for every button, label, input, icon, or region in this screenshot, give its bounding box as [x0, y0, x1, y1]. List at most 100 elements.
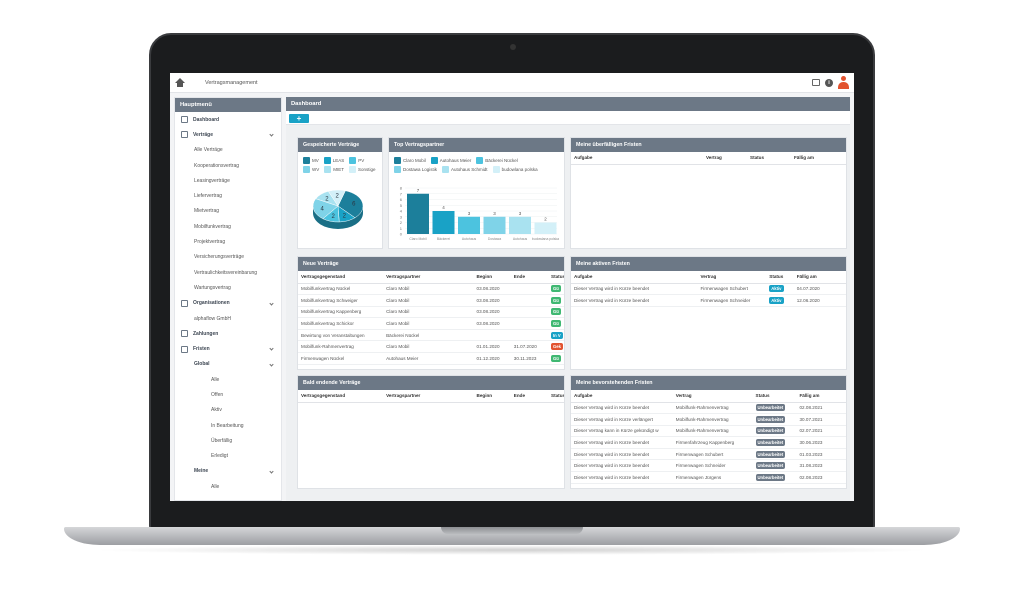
chevron-down-icon[interactable] — [269, 469, 274, 474]
legend-item[interactable]: Dostawa Logistik — [394, 166, 437, 173]
column-header[interactable]: Vertrag — [703, 152, 747, 165]
window-icon[interactable] — [812, 79, 820, 86]
sidebar-item[interactable]: alphaflow GmbH — [175, 311, 281, 326]
column-header[interactable]: Aufgabe — [571, 152, 703, 165]
column-header[interactable]: Fällig am — [793, 271, 846, 284]
column-header[interactable]: Vertrag — [697, 271, 767, 284]
table-row[interactable]: Dieser Vertrag wird in Kürze beendet Firm… — [571, 294, 846, 307]
column-header[interactable]: Status — [548, 390, 564, 403]
sidebar-item[interactable]: Liefervertrag — [175, 188, 281, 203]
table-cell: Firmenwagen Schubert — [697, 283, 767, 296]
column-header[interactable]: Vertragspartner — [383, 390, 474, 403]
sidebar-item[interactable]: Alle — [175, 479, 281, 494]
sidebar-item[interactable]: Verträge — [175, 127, 281, 142]
add-button[interactable]: + — [289, 114, 309, 123]
column-header[interactable]: Status — [747, 152, 791, 165]
sidebar-item[interactable]: Leasingverträge — [175, 173, 281, 188]
table-row[interactable]: Dieser Vertrag wird in Kürze beendet Mobi… — [571, 402, 846, 415]
bar[interactable] — [458, 216, 480, 234]
chevron-down-icon[interactable] — [269, 300, 274, 306]
sidebar-item[interactable]: Mietvertrag — [175, 204, 281, 219]
sidebar-item[interactable]: Versicherungsverträge — [175, 250, 281, 265]
y-tick-label: 2 — [400, 220, 403, 225]
user-avatar-icon[interactable] — [838, 76, 849, 89]
column-header[interactable]: Fällig am — [796, 390, 846, 403]
sidebar-item[interactable]: Global — [175, 357, 281, 372]
column-header[interactable]: Aufgabe — [571, 271, 698, 284]
table-row[interactable]: Mobilfunkvertrag Kappenberg Claro Mobil 03… — [298, 306, 564, 319]
sidebar-item[interactable]: Projektvertrag — [175, 234, 281, 249]
sidebar-item[interactable]: In Bearbeitung — [175, 418, 281, 433]
home-icon[interactable] — [175, 78, 185, 87]
legend-item[interactable]: MV — [303, 157, 319, 164]
table-row[interactable]: Dieser Vertrag wird in Kürze beendet Firm… — [571, 436, 846, 449]
sidebar-item[interactable]: Alle Verträge — [175, 143, 281, 158]
bar[interactable] — [509, 216, 531, 234]
table-row[interactable]: Firmenwagen Nückel Autohaus Meier 01.12.20… — [298, 352, 564, 365]
sidebar-item[interactable]: Vertraulichkeitsvereinbarung — [175, 265, 281, 280]
column-header[interactable]: Vertragsgegenstand — [298, 390, 384, 403]
table-row[interactable]: Mobilfunkvertrag Schickor Claro Mobil 03.0… — [298, 317, 564, 330]
column-header[interactable]: Aufgabe — [571, 390, 673, 403]
legend-item[interactable]: Autohaus Schmidt — [442, 166, 488, 173]
legend-item[interactable]: Claro Mobil — [394, 157, 426, 164]
sidebar-item[interactable]: Fristen — [175, 341, 281, 356]
table-row[interactable]: Dieser Vertrag wird in Kürze verlängert M… — [571, 413, 846, 426]
sidebar-item[interactable]: Wartungsvertrag — [175, 280, 281, 295]
legend-item[interactable]: Sonstige — [349, 166, 376, 173]
panel-title: Neue Verträge — [298, 257, 564, 271]
column-header[interactable]: Status — [752, 390, 797, 403]
sidebar-item[interactable]: Erledigt — [175, 449, 281, 464]
legend-item[interactable]: LEAS — [323, 157, 344, 164]
table-row[interactable]: Dieser Vertrag wird in Kürze beendet Firm… — [571, 471, 846, 484]
chevron-down-icon[interactable] — [269, 346, 274, 352]
sidebar-item[interactable]: Zahlungen — [175, 326, 281, 341]
sidebar-item[interactable]: Alle — [175, 372, 281, 387]
bar[interactable] — [432, 211, 455, 234]
legend-item[interactable]: MIET — [324, 166, 344, 173]
legend-item[interactable]: Autohaus Meier — [430, 157, 471, 164]
table-row[interactable]: Dieser Vertrag wird in Kürze beendet Firm… — [571, 283, 846, 296]
column-header[interactable]: Beginn — [473, 390, 511, 403]
table-cell: 02.08.2021 — [796, 402, 846, 415]
table-row[interactable]: Mobilfunkvertrag Nückel Claro Mobil 03.08.… — [298, 283, 564, 296]
column-header[interactable]: Ende — [510, 271, 549, 284]
legend-item[interactable]: PV — [349, 157, 364, 164]
sidebar-item[interactable]: Meine — [175, 464, 281, 479]
table-row[interactable]: Mobilfunkvertrag Schweiger Claro Mobil 03.… — [298, 294, 564, 307]
pie-slice[interactable] — [337, 190, 364, 219]
table-row[interactable]: Dieser Vertrag wird in Kürze beendet Firm… — [571, 448, 846, 461]
legend-item[interactable]: budowlana polska — [492, 166, 538, 173]
bar[interactable] — [534, 222, 557, 235]
info-icon[interactable]: i — [825, 78, 833, 87]
table-row[interactable]: Mobilfunk-Rahmenvertrag Claro Mobil 01.01.… — [298, 340, 564, 354]
table-row[interactable]: Dieser Vertrag wird in Kürze beendet Firm… — [571, 459, 846, 473]
sidebar-item[interactable]: Mobilfunkvertrag — [175, 219, 281, 234]
column-header[interactable]: Vertrag — [672, 390, 753, 403]
sidebar-item[interactable]: Aktiv — [175, 403, 281, 418]
column-header[interactable]: Status — [766, 271, 794, 284]
pie-slice[interactable] — [327, 189, 346, 207]
table-cell: Claro Mobil — [383, 283, 474, 296]
table-row[interactable]: Dieser Vertrag kann in Kürze gekündigt w… — [571, 425, 846, 438]
status-badge: Unbearbeitet — [755, 415, 786, 423]
column-header[interactable]: Vertragspartner — [383, 271, 474, 284]
column-header[interactable]: Beginn — [473, 271, 511, 284]
sidebar-item[interactable]: Organisationen — [175, 296, 281, 311]
pie-slice[interactable] — [312, 198, 339, 220]
legend-item[interactable]: WV — [303, 166, 319, 173]
chevron-down-icon[interactable] — [269, 132, 274, 137]
sidebar-item[interactable]: Kooperationsvertrag — [175, 158, 281, 173]
sidebar-item[interactable]: Offen — [175, 387, 281, 402]
table-row[interactable]: Bewirtung von Veranstaltungen Bäckerei Nü… — [298, 329, 564, 342]
bar[interactable] — [483, 216, 506, 234]
sidebar-item[interactable]: Überfällig — [175, 433, 281, 448]
column-header[interactable]: Vertragsgegenstand — [298, 271, 384, 284]
column-header[interactable]: Ende — [510, 390, 549, 403]
legend-item[interactable]: Bäckerei Nückel — [476, 157, 518, 164]
chevron-down-icon[interactable] — [269, 362, 274, 367]
column-header[interactable]: Fällig am — [791, 152, 846, 165]
column-header[interactable]: Status — [548, 271, 564, 284]
bar[interactable] — [407, 193, 429, 234]
sidebar-item[interactable]: Dashboard — [175, 112, 281, 127]
